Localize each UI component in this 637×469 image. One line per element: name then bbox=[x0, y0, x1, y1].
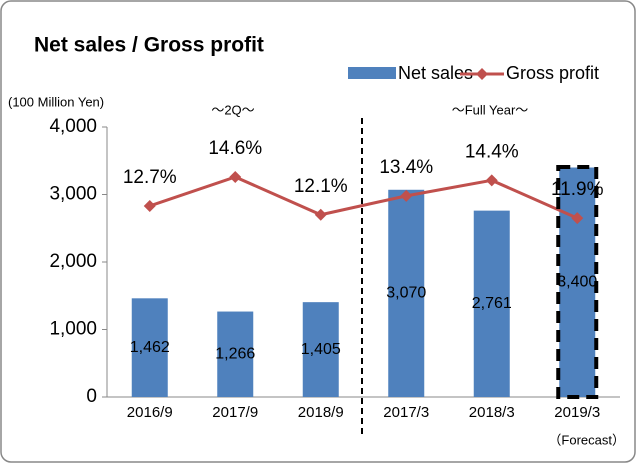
line-marker bbox=[314, 208, 327, 221]
group-label: ～Full Year～ bbox=[452, 102, 529, 117]
line-marker bbox=[485, 174, 498, 187]
bar-value-label: 3,400 bbox=[557, 273, 597, 290]
y-tick-label: 1,000 bbox=[49, 319, 97, 340]
y-tick-label: 3,000 bbox=[49, 184, 97, 205]
x-tick-label: 2017/9 bbox=[212, 404, 258, 421]
chart-title: Net sales / Gross profit bbox=[34, 34, 264, 57]
annotation: 14.4% bbox=[465, 141, 519, 162]
legend-label: Net sales bbox=[398, 63, 473, 83]
annotation: 14.6% bbox=[208, 138, 262, 159]
x-tick-label: 2016/9 bbox=[127, 404, 173, 421]
footnote: （Forecast） bbox=[548, 432, 625, 447]
bar-value-label: 1,266 bbox=[215, 345, 255, 362]
annotation: 12.7% bbox=[123, 167, 177, 188]
forecast-highlight bbox=[556, 165, 599, 399]
x-tick-label: 2018/9 bbox=[298, 404, 344, 421]
legend-label: Gross profit bbox=[506, 63, 599, 83]
bar bbox=[217, 311, 254, 397]
legend-swatch bbox=[476, 68, 488, 80]
bar-value-label: 1,462 bbox=[130, 339, 170, 356]
y-axis-label: (100 Million Yen) bbox=[8, 94, 104, 109]
line-marker bbox=[571, 212, 584, 225]
x-tick-label: 2017/3 bbox=[383, 404, 429, 421]
y-tick-label: 4,000 bbox=[49, 116, 97, 137]
bar bbox=[388, 189, 425, 397]
y-tick-label: 2,000 bbox=[49, 251, 97, 272]
line-marker bbox=[229, 170, 242, 183]
bar bbox=[559, 167, 596, 397]
bar bbox=[131, 298, 168, 397]
x-tick-label: 2018/3 bbox=[469, 404, 515, 421]
bar-value-label: 3,070 bbox=[386, 285, 426, 302]
annotation: 12.1% bbox=[294, 176, 348, 197]
x-tick-label: 2019/3 bbox=[554, 404, 600, 421]
bar-value-label: 2,761 bbox=[472, 295, 512, 312]
legend-swatch bbox=[348, 67, 396, 79]
line-marker bbox=[400, 189, 413, 202]
bar bbox=[302, 302, 339, 397]
bar bbox=[473, 210, 510, 397]
bar-value-label: 1,405 bbox=[301, 341, 341, 358]
line bbox=[149, 175, 578, 220]
y-tick-label: 0 bbox=[86, 386, 97, 407]
annotation: 11.9% bbox=[551, 179, 604, 200]
annotation: 13.4% bbox=[379, 157, 433, 178]
line-marker bbox=[143, 199, 156, 212]
group-label: ～2Q～ bbox=[211, 102, 254, 117]
